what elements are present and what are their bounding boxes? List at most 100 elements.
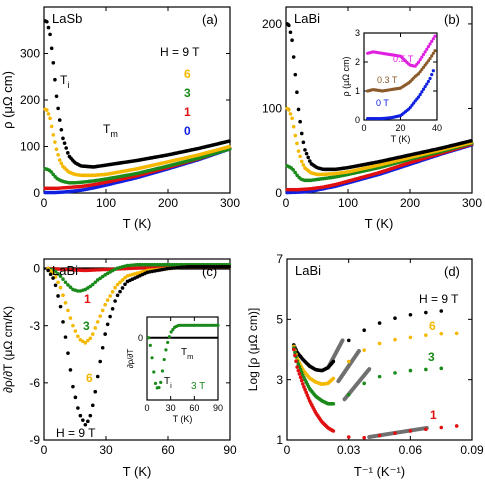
data-point-9T (212, 264, 217, 269)
data-point-0.5T (421, 52, 426, 57)
data-point-9T (71, 384, 75, 389)
data-point-3 (331, 402, 336, 406)
data-point-1 (296, 368, 301, 373)
data-point-9T (287, 23, 291, 28)
data-point-3T (146, 336, 151, 340)
plot-frame (43, 6, 231, 194)
data-point-9T (98, 359, 103, 364)
inset-series-label: 0.5 T (393, 54, 414, 64)
data-point-9T (56, 106, 60, 111)
data-point-6 (46, 112, 51, 116)
data-point-3T (162, 357, 166, 362)
data-point-3 (346, 392, 351, 397)
data-point-6 (293, 133, 298, 138)
data-point-6 (113, 285, 117, 290)
data-point-9T (81, 418, 85, 422)
annotation-ti: Ti (164, 376, 172, 390)
data-point-6 (393, 337, 397, 342)
data-point-6 (95, 320, 100, 324)
y-tick-label: 0 (355, 115, 360, 125)
data-point-0T (430, 73, 434, 77)
y-tick-label: -3 (29, 319, 40, 333)
data-point-6 (63, 301, 68, 305)
data-point-6 (120, 278, 125, 282)
data-point-1 (293, 353, 297, 358)
data-point-9T (393, 316, 397, 320)
data-point-6 (103, 302, 107, 307)
data-point-3 (172, 262, 177, 267)
y-tick-label: 0 (275, 186, 282, 200)
data-point-6 (295, 141, 299, 146)
data-point-3 (160, 262, 165, 267)
x-axis-label: T⁻¹ (K⁻¹) (354, 464, 405, 479)
data-point-0.5T (425, 47, 429, 51)
data-point-0.3T (425, 61, 429, 65)
data-point-3 (138, 262, 142, 267)
data-point-9T (331, 359, 336, 364)
data-point-9T (88, 413, 93, 418)
data-point-0.3T (421, 65, 426, 69)
y-tick-label: 3 (355, 28, 360, 38)
x-tick-label: 100 (96, 196, 116, 210)
data-point-9T (53, 77, 57, 82)
data-point-9T (46, 268, 50, 273)
legend-title: H = 9 T (160, 45, 200, 59)
fit-line (336, 349, 361, 384)
x-tick-label: 0.09 (460, 443, 484, 457)
x-axis-label: T (K) (123, 216, 152, 231)
legend-entry: 0 (184, 124, 191, 138)
data-point-3 (170, 262, 174, 267)
y-tick-label: 3 (276, 373, 283, 387)
data-point-0T (431, 69, 435, 73)
data-point-6 (59, 161, 64, 166)
panel-a-label: (a) (202, 12, 218, 27)
data-point-9T (86, 419, 90, 424)
data-point-9T (58, 304, 63, 309)
data-point-0T (408, 105, 412, 110)
data-point-3 (148, 262, 152, 267)
data-point-0.5T (428, 42, 432, 46)
data-point-3 (51, 172, 55, 177)
y-tick-label: 0 (33, 186, 40, 200)
data-point-0T (428, 76, 432, 81)
x-tick-label: 30 (99, 443, 113, 457)
y-tick-label: 200 (20, 93, 40, 107)
data-point-3 (90, 282, 95, 287)
data-point-9T (51, 61, 56, 65)
data-point-3 (135, 262, 140, 267)
data-point-9T (187, 264, 192, 269)
data-point-6 (58, 285, 63, 290)
data-point-3 (63, 280, 68, 285)
data-point-0.3T (423, 63, 427, 67)
data-point-3 (61, 277, 65, 281)
data-point-9T (48, 32, 52, 37)
inset-series-label: 0 T (376, 98, 389, 108)
panel-d-axes: 0 0.03 0.06 0.09 1 3 5 7 (276, 252, 484, 457)
data-point-9T (227, 139, 231, 143)
data-point-6 (54, 147, 59, 152)
data-point-9T (288, 30, 293, 35)
data-point-1 (346, 435, 351, 439)
data-point-6 (301, 163, 306, 167)
data-point-0.5T (420, 55, 424, 59)
series-label: H = 9 T (56, 426, 96, 440)
data-point-3 (66, 283, 70, 287)
data-point-6 (108, 294, 112, 298)
data-point-9T (304, 151, 309, 156)
data-point-0.5T (431, 37, 435, 41)
data-point-3 (177, 262, 182, 267)
data-point-9T (195, 264, 199, 269)
data-point-6 (377, 341, 382, 346)
plot-frame (43, 258, 231, 441)
data-point-9T (110, 306, 115, 311)
data-point-9T (113, 299, 117, 303)
data-point-1 (424, 427, 428, 432)
x-tick-label: 60 (161, 443, 175, 457)
data-point-6 (76, 334, 80, 339)
y-tick-label: 1 (355, 86, 360, 96)
data-point-1 (306, 396, 311, 400)
data-point-0T (425, 82, 429, 86)
data-point-6 (71, 323, 75, 328)
data-point-9T (62, 141, 67, 145)
panel-c-axes: 0 30 60 900-3-6-9 (29, 258, 237, 457)
